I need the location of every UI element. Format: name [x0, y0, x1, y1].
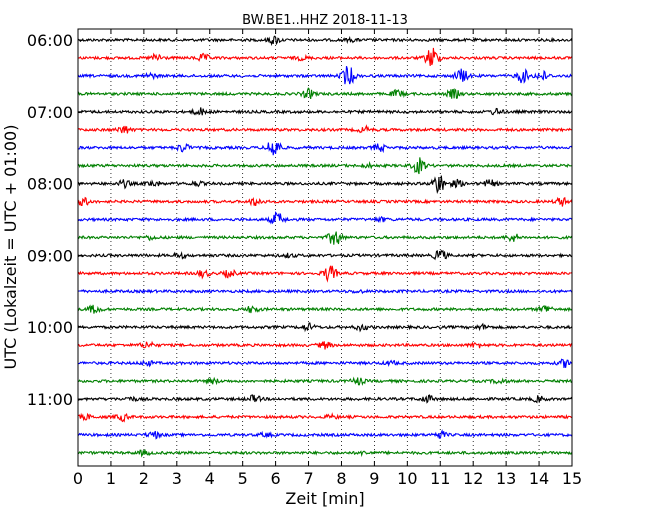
trace-0945	[77, 304, 573, 314]
y-tick-label: 09:00	[27, 246, 73, 265]
trace-0900	[77, 249, 573, 261]
y-tick-label: 11:00	[27, 390, 73, 409]
trace-1045	[77, 376, 573, 386]
x-tick-label: 14	[529, 469, 549, 488]
trace-0845	[77, 231, 573, 245]
trace-0630	[77, 66, 573, 85]
y-tick-label: 10:00	[27, 318, 73, 337]
x-tick-label: 13	[496, 469, 516, 488]
trace-1115	[78, 412, 573, 423]
x-tick-label: 15	[562, 469, 582, 488]
trace-layer	[77, 35, 573, 458]
x-tick-label: 11	[430, 469, 450, 488]
trace-1145	[77, 449, 573, 458]
x-tick-label: 3	[172, 469, 182, 488]
trace-0715	[77, 124, 573, 134]
trace-1030	[77, 358, 573, 368]
trace-0730	[77, 142, 573, 156]
trace-0915	[77, 265, 573, 283]
trace-0700	[77, 107, 573, 116]
plot-frame	[77, 28, 573, 467]
trace-0830	[77, 211, 573, 225]
x-tick-label: 10	[397, 469, 417, 488]
x-tick-label: 9	[369, 469, 379, 488]
trace-1100	[77, 394, 573, 404]
trace-0815	[77, 196, 573, 207]
x-tick-label: 2	[139, 469, 149, 488]
y-tick-label: 06:00	[27, 31, 73, 50]
trace-0615	[77, 47, 573, 67]
y-tick-label: 07:00	[27, 103, 73, 122]
trace-0600	[77, 35, 573, 47]
trace-0645	[77, 87, 573, 100]
trace-0930	[78, 288, 573, 295]
grid-layer	[110, 29, 540, 466]
x-tick-label: 4	[205, 469, 215, 488]
chart-title: BW.BE1..HHZ 2018-11-13	[242, 13, 408, 28]
trace-0800	[77, 175, 573, 195]
x-tick-label: 12	[463, 469, 483, 488]
y-axis-label: UTC (Lokalzeit = UTC + 01:00)	[1, 125, 20, 370]
x-tick-label: 7	[303, 469, 313, 488]
tick-layer: 0 1 2 3 4 5 6 7 8 9 10 11 12 13 14 1506:0007:0008:0009:…	[27, 29, 582, 488]
trace-1130	[77, 429, 573, 440]
x-tick-label: 6	[271, 469, 281, 488]
x-tick-label: 1	[106, 469, 116, 488]
trace-1000	[77, 322, 573, 333]
x-axis-label: Zeit [min]	[285, 489, 364, 508]
trace-0745	[77, 157, 572, 175]
x-tick-label: 8	[336, 469, 346, 488]
trace-1015	[77, 340, 573, 350]
x-tick-label: 5	[238, 469, 248, 488]
x-tick-label: 0	[73, 469, 83, 488]
y-tick-label: 08:00	[27, 175, 73, 194]
